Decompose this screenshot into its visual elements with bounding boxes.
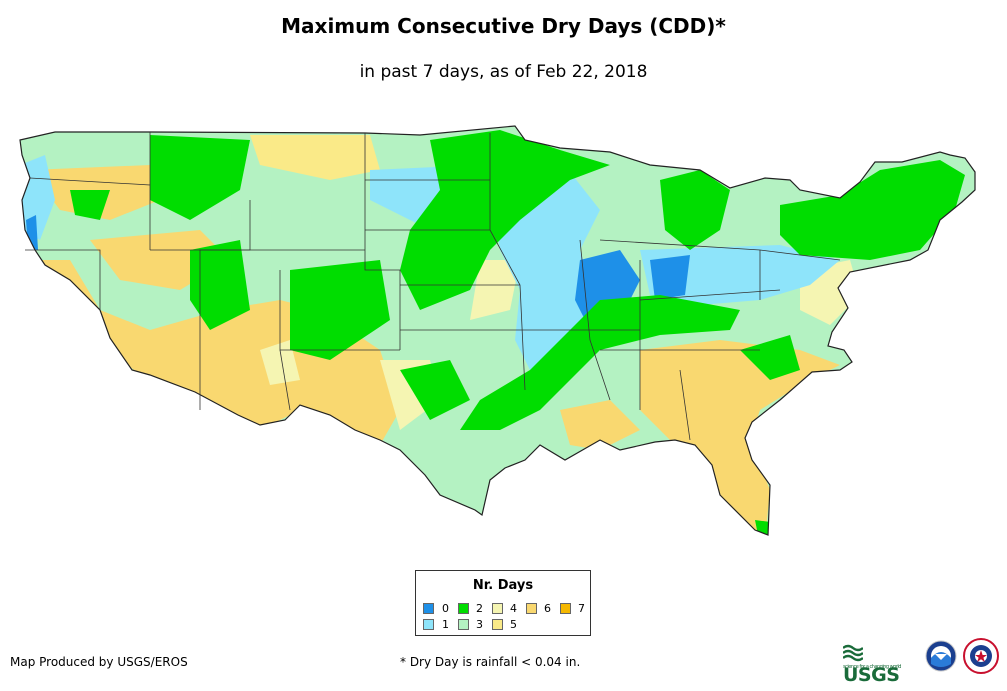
legend-label-2: 2: [476, 602, 483, 615]
legend-swatch-2: [458, 603, 469, 614]
map-title: Maximum Consecutive Dry Days (CDD)*: [281, 14, 726, 38]
legend-label-3: 3: [476, 618, 483, 631]
legend-swatch-7: [560, 603, 571, 614]
legend-label-0: 0: [442, 602, 449, 615]
cdd-map: [19, 125, 976, 536]
legend-label-4: 4: [510, 602, 517, 615]
legend: Nr. Days 0 1 2 3 4 5 6 7: [415, 570, 591, 636]
legend-label-6: 6: [544, 602, 551, 615]
legend-swatch-1: [423, 619, 434, 630]
cdd-zones: [20, 126, 975, 535]
legend-label-1: 1: [442, 618, 449, 631]
legend-label-7: 7: [578, 602, 585, 615]
noaa-logo: [925, 640, 957, 672]
legend-swatch-3: [458, 619, 469, 630]
usgs-tagline: science for a changing world: [843, 664, 901, 670]
legend-title: Nr. Days: [472, 578, 534, 593]
legend-label-5: 5: [510, 618, 517, 631]
usgs-wave-icon: [843, 644, 863, 662]
dry-day-footnote: * Dry Day is rainfall < 0.04 in.: [400, 655, 581, 669]
legend-swatch-4: [492, 603, 503, 614]
legend-swatch-0: [423, 603, 434, 614]
usgs-logo-text: USGS: [843, 664, 900, 686]
legend-swatch-6: [526, 603, 537, 614]
map-credit: Map Produced by USGS/EROS: [10, 655, 188, 669]
legend-swatch-5: [492, 619, 503, 630]
nws-logo: [963, 638, 999, 674]
map-subtitle: in past 7 days, as of Feb 22, 2018: [359, 62, 648, 82]
usgs-logo: USGS science for a changing world: [843, 642, 919, 686]
